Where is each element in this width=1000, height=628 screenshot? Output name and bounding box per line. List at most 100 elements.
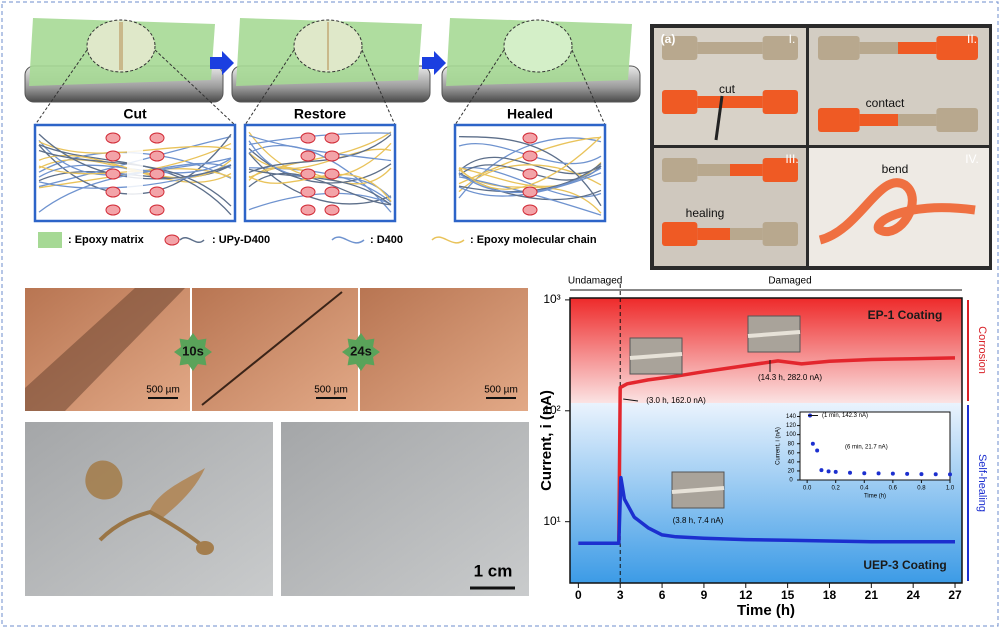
polymer-chain [248, 166, 392, 185]
zoom-line [34, 49, 88, 126]
polymer-chain [248, 132, 392, 146]
inset-annotation: (6 min, 21.7 nA) [845, 445, 888, 451]
x-tick-label: 24 [906, 588, 920, 602]
phase-label: Damaged [768, 276, 811, 287]
inset-y-tick-label: 100 [786, 432, 797, 438]
legend-swatch [179, 237, 205, 243]
inset-y-title: Current, i (nA) [776, 427, 782, 465]
legend-label: : Epoxy molecular chain [470, 234, 597, 246]
inset-y-tick-label: 40 [788, 459, 795, 465]
upy-group [324, 186, 340, 198]
steel-photo [281, 422, 529, 596]
upy-group [149, 150, 165, 162]
specimen [662, 222, 698, 246]
upy-group [105, 186, 121, 198]
upy-group [300, 168, 316, 180]
inset-point [862, 471, 867, 476]
inset-y-tick-label: 80 [788, 441, 795, 447]
inset-y-tick-label: 120 [786, 423, 797, 429]
inset-point [948, 472, 952, 477]
inset-point [890, 471, 895, 476]
x-tick-label: 21 [865, 588, 879, 602]
polymer-chain [248, 172, 392, 206]
inset-point [826, 469, 831, 474]
phase-label: Undamaged [568, 276, 622, 287]
legend-label: : Epoxy matrix [68, 234, 145, 246]
specimen [662, 90, 698, 114]
legend-swatch [164, 234, 180, 246]
plot-frame [569, 297, 963, 584]
x-tick-label: 9 [701, 588, 708, 602]
upy-group [105, 204, 121, 216]
specimen [730, 164, 763, 176]
specimen [859, 42, 898, 54]
blade [714, 95, 724, 141]
annotation: (3.0 h, 162.0 nA) [646, 396, 706, 405]
upy-group [149, 186, 165, 198]
inset-point [815, 448, 820, 453]
specimen [762, 90, 798, 114]
upy-group [522, 132, 538, 144]
legend-swatch [331, 236, 365, 244]
time-badge [342, 333, 380, 371]
inset-point [833, 469, 838, 474]
specimen [697, 42, 730, 54]
annotation: (14.3 h, 282.0 nA) [758, 373, 822, 382]
inset-point [933, 472, 938, 477]
micrograph [360, 288, 528, 411]
specimen [859, 114, 898, 126]
specimen [730, 228, 763, 240]
inset-photo-scratch [747, 330, 801, 338]
specimen [762, 36, 798, 60]
polymer-chain [248, 148, 392, 184]
specimen [697, 228, 730, 240]
inset-annotation: (1 min, 142.3 nA) [822, 413, 868, 419]
scratch-line [201, 291, 343, 406]
polymer-chain [458, 135, 602, 207]
y-tick-label: 10¹ [543, 514, 560, 528]
y-tick-label: 10² [543, 403, 560, 417]
series-label: EP-1 Coating [868, 308, 943, 322]
panel-label: (a) [661, 32, 676, 46]
inset-y-tick-label: 20 [788, 469, 795, 475]
upy-group [105, 168, 121, 180]
series-label: UEP-3 Coating [863, 558, 946, 572]
zoom-line [154, 49, 236, 126]
time-badge [174, 333, 212, 371]
step-caption: healing [686, 206, 725, 220]
blister [196, 541, 214, 555]
inset-frame [799, 411, 951, 481]
upy-group [522, 186, 538, 198]
specimen [697, 96, 730, 108]
specimen [730, 96, 763, 108]
scale-label: 500 µm [484, 385, 518, 396]
scale-label: 500 µm [314, 385, 348, 396]
annotation-arrow [623, 398, 639, 402]
damage-zone [503, 19, 573, 73]
crack-gap [127, 127, 143, 219]
upy-group [105, 132, 121, 144]
specimen [697, 164, 730, 176]
stage-label: Healed [507, 106, 553, 122]
series-line [578, 475, 955, 545]
x-axis-title: Time (h) [737, 602, 795, 619]
scratch-band [25, 288, 185, 411]
upy-group [522, 204, 538, 216]
specimen [762, 158, 798, 182]
inset-point [905, 471, 910, 476]
inset-photo-scratch [629, 352, 683, 360]
legend-label: : UPy-D400 [212, 234, 270, 246]
zoom-line [361, 49, 396, 126]
step-numeral: IV. [965, 152, 979, 166]
specimen [730, 42, 763, 54]
inset-y-tick-label: 60 [788, 450, 795, 456]
x-tick-label: 0 [575, 588, 582, 602]
side-label: Self-healing [976, 454, 988, 512]
annotation: (3.8 h, 7.4 nA) [673, 516, 724, 525]
inset-photo-scratch [671, 486, 725, 494]
time-label: 10s [182, 343, 204, 358]
upy-group [522, 168, 538, 180]
upy-group [149, 168, 165, 180]
zoom-line [571, 49, 606, 126]
inset-point [919, 472, 924, 477]
